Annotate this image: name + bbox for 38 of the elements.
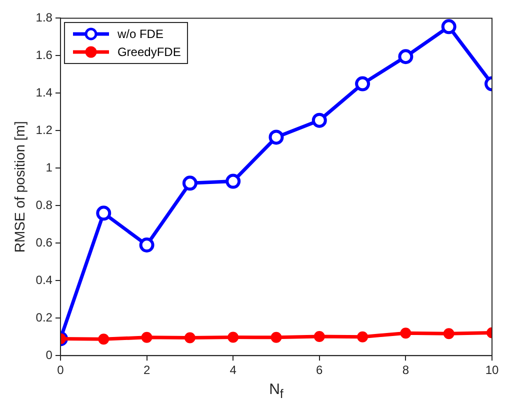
- x-tick-label: 2: [143, 363, 150, 378]
- y-tick-label: 1.4: [36, 85, 53, 100]
- point: [228, 332, 239, 343]
- y-tick-label: 0.2: [36, 310, 53, 324]
- point: [270, 332, 282, 343]
- x-axis-title: N$_{f}$: [268, 381, 284, 401]
- y-tick-label: 1: [46, 160, 53, 174]
- x-tick-label: 8: [402, 363, 410, 378]
- legend-label: w/o FDE: [117, 27, 164, 42]
- point: [441, 19, 456, 34]
- point: [314, 330, 325, 342]
- point: [139, 238, 154, 253]
- point: [400, 328, 412, 339]
- point: [443, 328, 454, 340]
- x-tick-label: 10: [485, 363, 499, 378]
- x-tick-label: 0: [57, 363, 64, 378]
- point: [182, 176, 198, 191]
- y-tick-label: 0.6: [36, 235, 53, 250]
- point: [96, 206, 112, 221]
- point: [355, 76, 370, 92]
- point: [268, 130, 284, 145]
- point: [226, 174, 241, 189]
- y-tick-label: 1.8: [36, 10, 53, 25]
- y-tick-label: 0: [46, 348, 53, 362]
- y-tick-label: 1.2: [36, 122, 53, 137]
- y-axis-title: RMSE of position [m]: [11, 121, 28, 253]
- point: [98, 334, 110, 345]
- point: [184, 332, 196, 344]
- y-tick-label: 0.8: [36, 198, 53, 212]
- legend-label: GreedyFDE: [117, 45, 181, 60]
- y-tick-label: 1.6: [36, 48, 53, 62]
- point: [398, 49, 414, 64]
- point: [312, 112, 327, 128]
- point: [141, 332, 152, 343]
- y-tick-label: 0.4: [36, 272, 53, 287]
- x-tick-label: 6: [316, 363, 324, 378]
- point: [357, 331, 368, 342]
- x-tick-label: 4: [230, 363, 237, 378]
